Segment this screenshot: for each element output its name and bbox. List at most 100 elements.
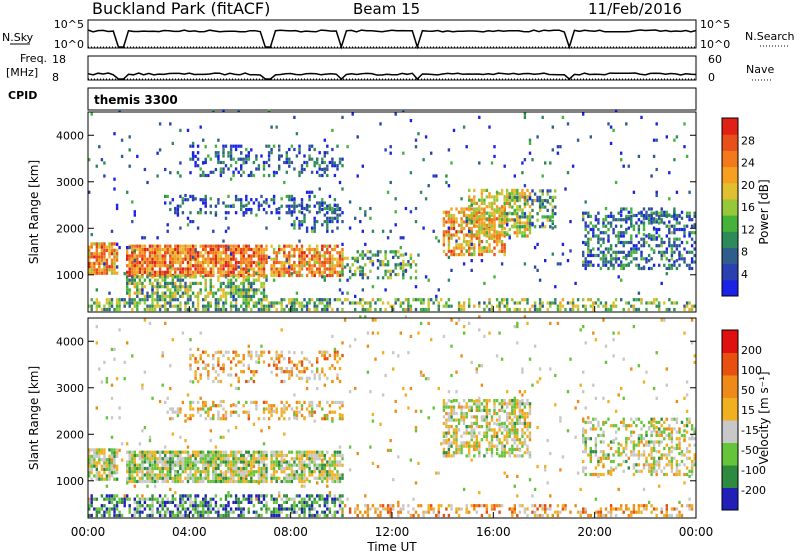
heatmap-cell	[232, 157, 235, 161]
heatmap-cell	[176, 453, 180, 458]
heatmap-cell	[549, 301, 552, 305]
heatmap-cell	[483, 201, 486, 205]
heatmap-cell	[196, 460, 200, 464]
heatmap-cell	[513, 201, 516, 205]
heatmap-cell	[143, 247, 147, 252]
heatmap-cell	[227, 476, 230, 480]
heatmap-cell	[637, 266, 641, 271]
heatmap-cell	[447, 298, 451, 302]
heatmap-cell	[632, 298, 636, 302]
heatmap-cell	[480, 201, 484, 205]
heatmap-cell	[224, 291, 228, 295]
heatmap-cell	[169, 267, 172, 271]
heatmap-cell	[470, 252, 473, 256]
heatmap-cell	[260, 470, 263, 474]
heatmap-cell	[310, 229, 314, 233]
heatmap-cell	[176, 507, 180, 511]
heatmap-cell	[599, 231, 603, 235]
heatmap-cell	[394, 197, 397, 201]
heatmap-cell	[450, 454, 453, 458]
heatmap-cell	[328, 267, 332, 271]
heatmap-cell	[374, 253, 377, 257]
heatmap-cell	[323, 497, 326, 501]
heatmap-cell	[321, 203, 324, 207]
heatmap-cell	[219, 298, 223, 302]
heatmap-cell	[663, 250, 666, 254]
heatmap-cell	[285, 194, 288, 198]
heatmap-cell	[88, 448, 91, 452]
heatmap-cell	[131, 466, 134, 471]
heatmap-cell	[308, 450, 311, 454]
heatmap-cell	[313, 513, 316, 518]
heatmap-cell	[308, 494, 311, 498]
heatmap-cell	[381, 263, 385, 267]
heatmap-cell	[229, 164, 233, 168]
heatmap-cell	[141, 257, 144, 261]
heatmap-cell	[341, 247, 344, 252]
heatmap-cell	[202, 264, 205, 268]
heatmap-cell	[128, 470, 131, 474]
heatmap-cell	[217, 275, 220, 279]
heatmap-cell	[260, 260, 263, 265]
heatmap-cell	[414, 263, 418, 267]
heatmap-cell	[308, 210, 311, 214]
heatmap-cell	[189, 257, 192, 261]
heatmap-cell	[229, 154, 233, 158]
heatmap-cell	[169, 288, 172, 292]
heatmap-cell	[141, 298, 144, 302]
heatmap-cell	[341, 220, 344, 224]
heatmap-cell	[645, 307, 648, 312]
colorbar-tick-label: 8	[741, 246, 748, 259]
heatmap-cell	[290, 204, 294, 208]
heatmap-cell	[219, 504, 223, 508]
heatmap-cell	[176, 244, 180, 248]
heatmap-cell	[488, 246, 491, 250]
heatmap-cell	[257, 278, 261, 282]
heatmap-cell	[612, 250, 615, 254]
heatmap-cell	[668, 244, 671, 248]
heatmap-cell	[533, 265, 537, 269]
heatmap-cell	[533, 199, 537, 203]
heatmap-cell	[158, 270, 162, 274]
heatmap-cell	[348, 276, 352, 280]
heatmap-cell	[318, 264, 321, 268]
heatmap-cell	[303, 463, 306, 467]
heatmap-cell	[232, 247, 235, 252]
heatmap-cell	[214, 251, 218, 255]
heatmap-cell	[250, 457, 253, 461]
heatmap-cell	[549, 304, 552, 308]
heatmap-cell	[597, 237, 600, 241]
heatmap-cell	[506, 233, 509, 237]
heatmap-cell	[229, 204, 233, 208]
heatmap-cell	[146, 457, 149, 461]
heatmap-cell	[333, 207, 337, 212]
heatmap-cell	[384, 253, 387, 257]
heatmap-cell	[272, 173, 276, 178]
heatmap-cell	[161, 476, 164, 480]
heatmap-cell	[551, 125, 554, 129]
heatmap-cell	[288, 357, 291, 361]
heatmap-cell	[498, 192, 501, 196]
heatmap-cell	[450, 226, 453, 231]
heatmap-cell	[288, 473, 291, 477]
heatmap-cell	[148, 273, 152, 278]
heatmap-cell	[202, 476, 205, 480]
heatmap-cell	[207, 373, 210, 377]
heatmap-cell	[460, 249, 463, 253]
heatmap-cell	[323, 267, 326, 271]
heatmap-cell	[478, 218, 481, 222]
heatmap-cell	[242, 254, 245, 258]
heatmap-cell	[300, 267, 304, 271]
heatmap-cell	[604, 263, 608, 267]
heatmap-cell	[181, 494, 185, 498]
heatmap-cell	[237, 291, 240, 295]
heatmap-cell	[209, 417, 212, 421]
heatmap-cell	[283, 247, 286, 252]
heatmap-cell	[584, 200, 587, 204]
heatmap-cell	[214, 244, 218, 248]
heatmap-cell	[113, 258, 116, 262]
heatmap-cell	[262, 207, 266, 212]
heatmap-cell	[199, 353, 202, 358]
heatmap-cell	[300, 457, 304, 461]
heatmap-cell	[199, 273, 202, 278]
